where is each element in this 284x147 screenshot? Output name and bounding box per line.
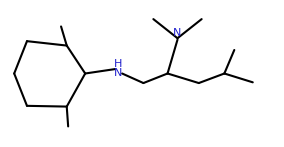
- Text: N: N: [173, 28, 182, 38]
- Text: N: N: [114, 68, 122, 78]
- Text: H: H: [114, 59, 122, 69]
